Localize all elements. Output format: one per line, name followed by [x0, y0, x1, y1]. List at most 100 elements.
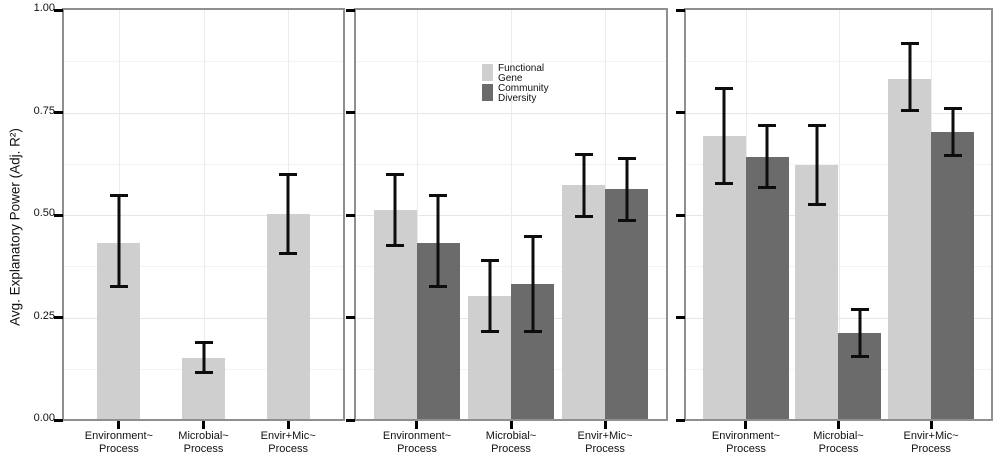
x-category-label-line2: Process [397, 443, 437, 455]
error-bar-bottom-cap [574, 215, 593, 219]
error-bar-bottom-cap [480, 329, 499, 333]
x-tick [117, 421, 121, 429]
category-column [464, 10, 558, 419]
y-tick [346, 8, 355, 12]
x-category-label-line2: Process [491, 443, 531, 455]
vertical-gridline [203, 10, 205, 419]
y-tick [54, 418, 63, 422]
legend-key-functional-gene [482, 64, 493, 81]
error-bar-bottom-cap [758, 186, 777, 190]
y-tick [676, 8, 685, 12]
error-bar-top-cap [807, 123, 826, 127]
x-category-label-line1: Microbial~ [178, 430, 229, 442]
x-tick [286, 421, 290, 429]
x-category-label-line2: Process [99, 443, 139, 455]
y-tick [54, 111, 63, 114]
error-bar-top-cap [386, 173, 405, 177]
y-tick [676, 213, 685, 217]
x-category-label: Microbial~ Process [769, 430, 909, 456]
facet-panel-1: Environment~ Process Microbial~ Process Envi… [54, 8, 345, 455]
x-category-label-line2: Process [818, 443, 859, 455]
error-bar-community-diversity [429, 193, 448, 288]
error-bar-top-cap [523, 234, 542, 238]
error-bar-functional-gene [279, 173, 298, 255]
error-bar-top-cap [758, 123, 777, 127]
error-bar-line [815, 123, 819, 206]
x-tick [509, 421, 513, 429]
bar-functional-gene [562, 185, 606, 419]
error-bar-top-cap [429, 193, 448, 197]
x-category-label-line2: Process [268, 443, 308, 455]
bar-group [558, 185, 652, 419]
y-tick-label: 0.00 [33, 412, 55, 424]
error-bar-functional-gene [480, 259, 499, 333]
error-bar-bottom-cap [715, 182, 734, 186]
error-bar-functional-gene [386, 173, 405, 247]
error-bar-bottom-cap [617, 219, 636, 223]
x-category-label-line1: Environment~ [84, 430, 153, 442]
category-column [77, 10, 162, 419]
error-bar-functional-gene [807, 123, 826, 206]
error-bar-bottom-cap [386, 243, 405, 247]
error-bar-line [858, 308, 862, 358]
x-tick [837, 421, 840, 429]
bar-group [700, 136, 793, 419]
bar-functional-gene [888, 78, 931, 419]
y-tick [346, 418, 355, 422]
legend-label-community-diversity: Community Diversity [498, 84, 549, 104]
error-bar-functional-gene [109, 193, 128, 288]
error-bar-bottom-cap [807, 202, 826, 206]
legend-label-line: Gene [498, 73, 523, 84]
y-tick [676, 111, 685, 114]
category-columns [686, 10, 991, 419]
error-bar-bottom-cap [850, 354, 869, 358]
bar-group [792, 164, 885, 419]
error-bar-top-cap [900, 41, 919, 45]
x-category-label: Envir+Mic~ Process [861, 430, 1000, 456]
x-category-label: Envir+Mic~ Process [535, 430, 675, 456]
y-tick [54, 8, 63, 12]
category-columns [64, 10, 343, 419]
legend-label-line: Functional [498, 63, 545, 74]
error-bar-community-diversity [850, 308, 869, 358]
y-tick [346, 316, 355, 319]
error-bar-line [625, 156, 629, 223]
legend-label-line: Diversity [498, 93, 537, 104]
vertical-gridline [838, 10, 840, 419]
x-category-label-line1: Envir+Mic~ [577, 430, 633, 442]
error-bar-functional-gene [194, 341, 213, 374]
error-bar-bottom-cap [523, 329, 542, 333]
y-tick-label: 0.75 [33, 104, 55, 117]
error-bar-top-cap [715, 86, 734, 90]
x-tick [929, 421, 933, 429]
error-bar-bottom-cap [943, 153, 962, 157]
error-bar-top-cap [574, 152, 593, 156]
x-category-label: Environment~ Process [676, 430, 816, 456]
x-category-label-line2: Process [726, 443, 766, 455]
error-bar-top-cap [109, 193, 128, 197]
category-column [700, 10, 793, 419]
error-bar-top-cap [617, 156, 636, 160]
error-bar-line [393, 173, 397, 247]
error-bar-top-cap [194, 341, 213, 345]
error-bar-line [286, 173, 290, 255]
y-tick-label: 0.50 [33, 207, 55, 219]
error-bar-line [722, 86, 726, 186]
error-bar-line [436, 193, 440, 288]
error-bar-line [531, 234, 534, 333]
category-column [161, 10, 246, 419]
error-bar-line [951, 107, 954, 157]
vertical-gridline [511, 10, 512, 419]
x-category-label: Environment~ Process [347, 430, 487, 456]
error-bar-line [765, 123, 769, 190]
y-tick [54, 213, 63, 217]
error-bar-line [202, 341, 205, 374]
legend-key-community-diversity [482, 84, 493, 101]
legend-label-line: Community [498, 83, 549, 94]
x-category-label-line2: Process [585, 443, 625, 455]
bar-group [885, 78, 978, 419]
bar-group [464, 283, 558, 419]
category-column [885, 10, 978, 419]
x-category-label: Environment~ Process [49, 430, 189, 456]
